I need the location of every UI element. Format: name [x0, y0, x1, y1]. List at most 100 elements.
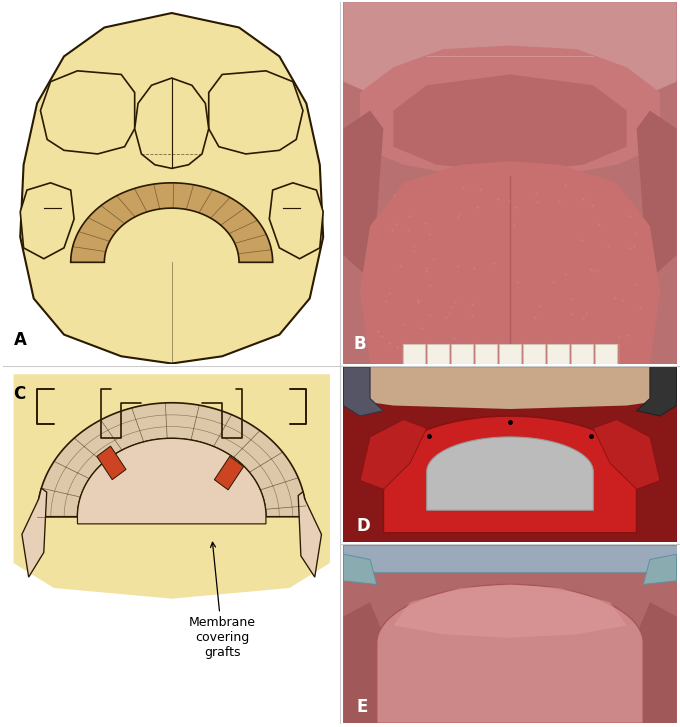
Point: [391, 342, 402, 353]
Bar: [499, 344, 521, 364]
Point: [452, 211, 463, 222]
Bar: [452, 344, 473, 364]
Point: [592, 264, 603, 276]
Point: [389, 189, 400, 201]
Polygon shape: [343, 367, 384, 416]
Polygon shape: [343, 2, 677, 121]
Point: [532, 196, 543, 208]
Point: [587, 199, 598, 211]
Polygon shape: [135, 78, 209, 169]
Polygon shape: [593, 419, 660, 489]
Polygon shape: [360, 46, 660, 180]
Point: [610, 292, 621, 304]
Point: [413, 294, 424, 305]
Point: [516, 344, 527, 356]
Point: [533, 300, 544, 312]
Text: Membrane
covering
grafts: Membrane covering grafts: [188, 542, 256, 659]
Bar: [571, 344, 593, 364]
Polygon shape: [360, 419, 427, 489]
Polygon shape: [71, 183, 273, 262]
Polygon shape: [384, 416, 636, 533]
Point: [625, 242, 636, 254]
Point: [581, 308, 592, 319]
Polygon shape: [14, 374, 330, 599]
Bar: [403, 344, 425, 364]
Point: [420, 265, 431, 276]
Point: [622, 329, 632, 341]
Point: [503, 195, 514, 206]
Point: [529, 310, 540, 322]
Point: [613, 332, 624, 343]
Point: [566, 308, 577, 320]
Point: [409, 245, 420, 257]
Point: [384, 287, 394, 299]
Polygon shape: [393, 585, 627, 638]
Point: [377, 330, 388, 342]
Point: [489, 257, 500, 268]
Polygon shape: [78, 438, 266, 524]
Point: [517, 349, 528, 361]
Polygon shape: [20, 13, 323, 364]
Point: [577, 193, 588, 204]
Polygon shape: [636, 367, 677, 416]
Bar: [97, 446, 126, 480]
Point: [391, 218, 402, 230]
Point: [452, 260, 463, 271]
Bar: [214, 457, 243, 490]
Point: [510, 201, 521, 213]
Point: [493, 193, 504, 205]
Point: [593, 219, 604, 230]
Text: A: A: [14, 331, 27, 349]
Point: [530, 187, 541, 198]
Point: [531, 340, 542, 351]
Bar: [547, 344, 569, 364]
Point: [511, 276, 522, 288]
Point: [380, 295, 391, 307]
Bar: [595, 344, 617, 364]
Point: [548, 276, 559, 288]
Point: [602, 240, 613, 252]
Text: B: B: [354, 334, 366, 353]
Bar: [343, 545, 677, 572]
Point: [402, 224, 413, 236]
Polygon shape: [20, 183, 74, 259]
Bar: [524, 344, 545, 364]
Point: [420, 262, 431, 273]
Point: [443, 307, 454, 318]
Point: [471, 201, 482, 212]
Polygon shape: [343, 111, 384, 273]
Polygon shape: [393, 74, 627, 172]
Point: [560, 180, 571, 191]
Point: [395, 260, 406, 272]
Point: [554, 196, 564, 207]
Polygon shape: [209, 71, 303, 154]
Point: [467, 309, 478, 321]
Point: [449, 296, 460, 308]
Point: [458, 182, 469, 193]
Polygon shape: [37, 403, 307, 517]
Polygon shape: [343, 367, 677, 409]
Point: [589, 265, 600, 277]
Polygon shape: [360, 161, 660, 364]
Point: [486, 346, 497, 358]
Polygon shape: [377, 585, 643, 723]
Point: [449, 332, 460, 343]
Point: [630, 278, 641, 289]
Point: [566, 293, 577, 305]
Point: [409, 240, 420, 252]
Point: [629, 241, 640, 252]
Polygon shape: [299, 491, 322, 577]
Point: [577, 234, 588, 246]
Polygon shape: [427, 437, 593, 510]
Point: [475, 183, 486, 195]
Polygon shape: [343, 602, 384, 723]
Point: [630, 227, 641, 238]
Polygon shape: [636, 602, 677, 723]
Point: [373, 325, 384, 337]
Bar: [475, 344, 497, 364]
Text: E: E: [357, 698, 368, 716]
Point: [617, 294, 628, 306]
Point: [446, 301, 457, 313]
Polygon shape: [636, 111, 677, 273]
Point: [424, 279, 435, 291]
